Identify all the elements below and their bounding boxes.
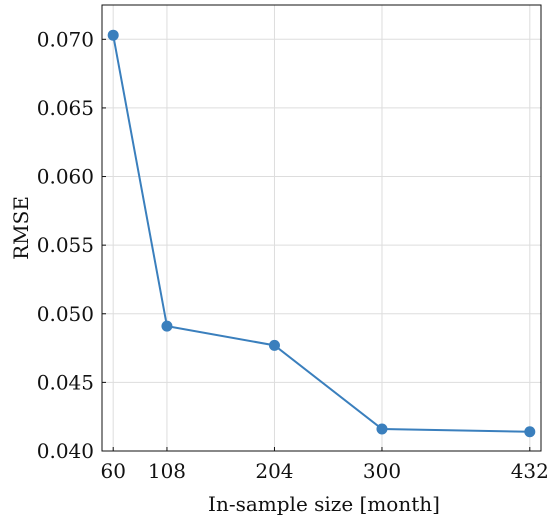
data-point <box>376 423 388 435</box>
y-tick-label: 0.045 <box>37 370 94 394</box>
x-tick-label: 432 <box>511 459 549 483</box>
data-point <box>524 426 536 438</box>
y-axis-label: RMSE <box>9 196 33 260</box>
y-tick-label: 0.040 <box>37 439 94 463</box>
data-point <box>268 339 280 351</box>
y-tick-label: 0.065 <box>37 96 94 120</box>
x-tick-label: 60 <box>100 459 125 483</box>
y-tick-label: 0.055 <box>37 233 94 257</box>
x-axis: 60 108 204 300 432 <box>100 447 549 483</box>
y-tick-label: 0.070 <box>37 27 94 51</box>
x-tick-label: 300 <box>363 459 401 483</box>
x-tick-label: 108 <box>148 459 186 483</box>
series-group <box>107 29 536 438</box>
series-line <box>112 35 530 433</box>
grid <box>102 5 541 452</box>
y-axis: 0.040 0.045 0.050 0.055 0.060 0.065 0.070 <box>37 27 106 463</box>
plot-frame <box>101 4 542 452</box>
data-point <box>107 29 119 41</box>
data-point <box>161 320 173 332</box>
x-tick-label: 204 <box>255 459 293 483</box>
y-tick-label: 0.060 <box>37 165 94 189</box>
y-tick-label: 0.050 <box>37 302 94 326</box>
x-axis-label: In-sample size [month] <box>208 492 440 516</box>
